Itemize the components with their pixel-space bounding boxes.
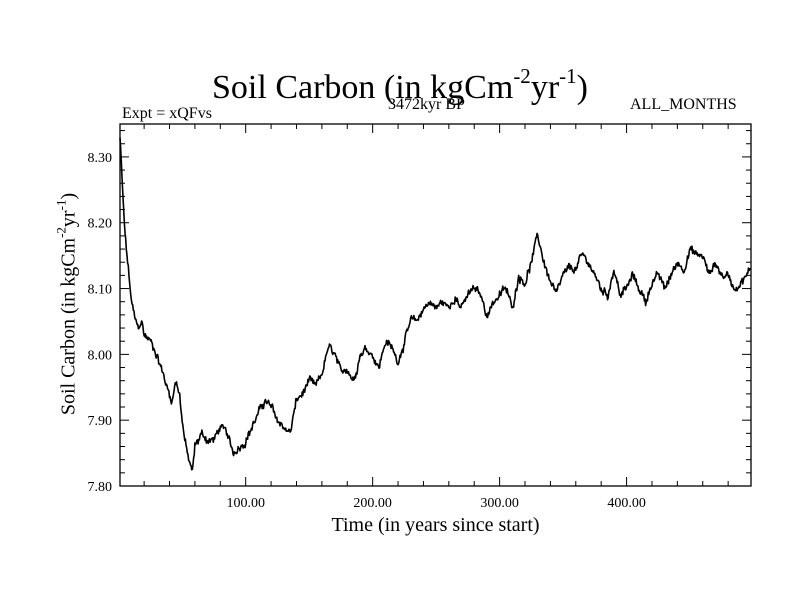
- x-tick-label: 200.00: [353, 496, 392, 511]
- y-axis-label: Soil Carbon (in kgCm-2yr-1): [53, 192, 80, 416]
- chart-title: Soil Carbon (in kgCm-2yr-1): [212, 64, 588, 106]
- x-tick-label: 400.00: [607, 496, 646, 511]
- y-tick-label: 8.00: [88, 348, 113, 363]
- x-tick-label: 300.00: [480, 496, 519, 511]
- axis-ticks: [120, 124, 751, 487]
- soil-carbon-line: [119, 137, 752, 471]
- x-axis-label: Time (in years since start): [331, 514, 540, 536]
- period-label: 3472kyr BP: [388, 96, 465, 113]
- y-tick-label: 8.10: [88, 283, 113, 298]
- experiment-label: Expt = xQFvs: [122, 105, 212, 122]
- tick-labels: 100.00 200.00 300.00 400.00 7.80 7.90 8.00 8.10…: [88, 151, 646, 511]
- plot-frame: [119, 123, 752, 487]
- months-label: ALL_MONTHS: [630, 96, 737, 113]
- y-tick-label: 7.90: [88, 414, 113, 429]
- y-tick-label: 7.80: [88, 480, 113, 495]
- y-tick-label: 8.20: [88, 217, 113, 232]
- y-tick-label: 8.30: [88, 151, 113, 166]
- x-tick-label: 100.00: [226, 496, 265, 511]
